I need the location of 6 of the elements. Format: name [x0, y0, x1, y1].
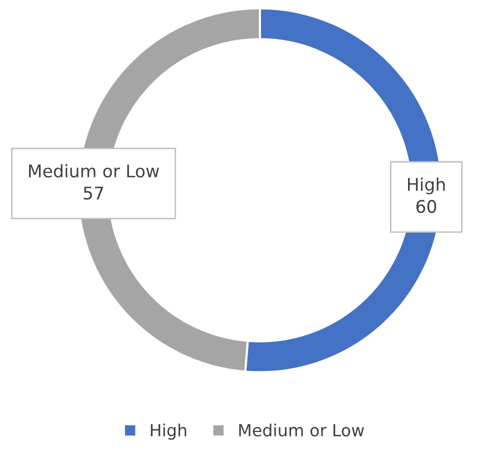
data-label: 57 — [84, 186, 104, 200]
legend-label: Medium or Low — [239, 424, 364, 436]
slice-label: Medium or Low — [29, 164, 160, 178]
data-label: 60 — [416, 200, 436, 214]
legend-label: High — [150, 424, 186, 440]
slice-label: High — [408, 178, 445, 194]
